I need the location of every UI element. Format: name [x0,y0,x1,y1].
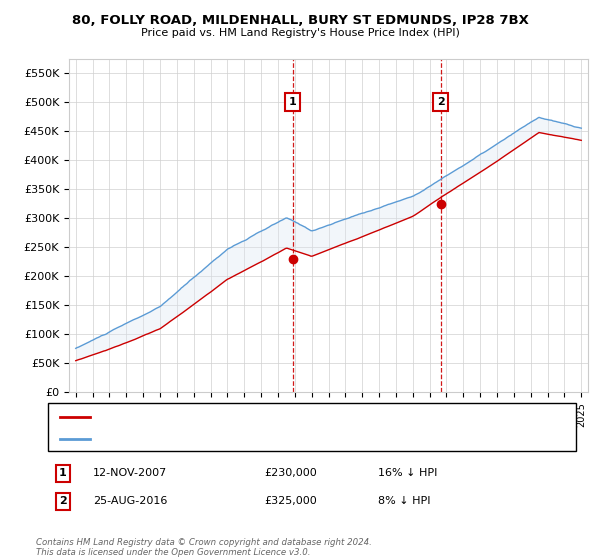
Text: Contains HM Land Registry data © Crown copyright and database right 2024.
This d: Contains HM Land Registry data © Crown c… [36,538,372,557]
Text: 2: 2 [437,97,445,108]
Text: 80, FOLLY ROAD, MILDENHALL, BURY ST EDMUNDS, IP28 7BX (detached house): 80, FOLLY ROAD, MILDENHALL, BURY ST EDMU… [96,413,508,422]
Text: 2: 2 [59,496,67,506]
Text: 12-NOV-2007: 12-NOV-2007 [93,468,167,478]
Text: 16% ↓ HPI: 16% ↓ HPI [378,468,437,478]
Text: 8% ↓ HPI: 8% ↓ HPI [378,496,431,506]
Text: HPI: Average price, detached house, West Suffolk: HPI: Average price, detached house, West… [96,434,354,444]
Text: £325,000: £325,000 [264,496,317,506]
Text: 25-AUG-2016: 25-AUG-2016 [93,496,167,506]
Text: 1: 1 [289,97,296,108]
Text: 80, FOLLY ROAD, MILDENHALL, BURY ST EDMUNDS, IP28 7BX: 80, FOLLY ROAD, MILDENHALL, BURY ST EDMU… [71,14,529,27]
Text: £230,000: £230,000 [264,468,317,478]
Text: Price paid vs. HM Land Registry's House Price Index (HPI): Price paid vs. HM Land Registry's House … [140,28,460,38]
Text: 1: 1 [59,468,67,478]
